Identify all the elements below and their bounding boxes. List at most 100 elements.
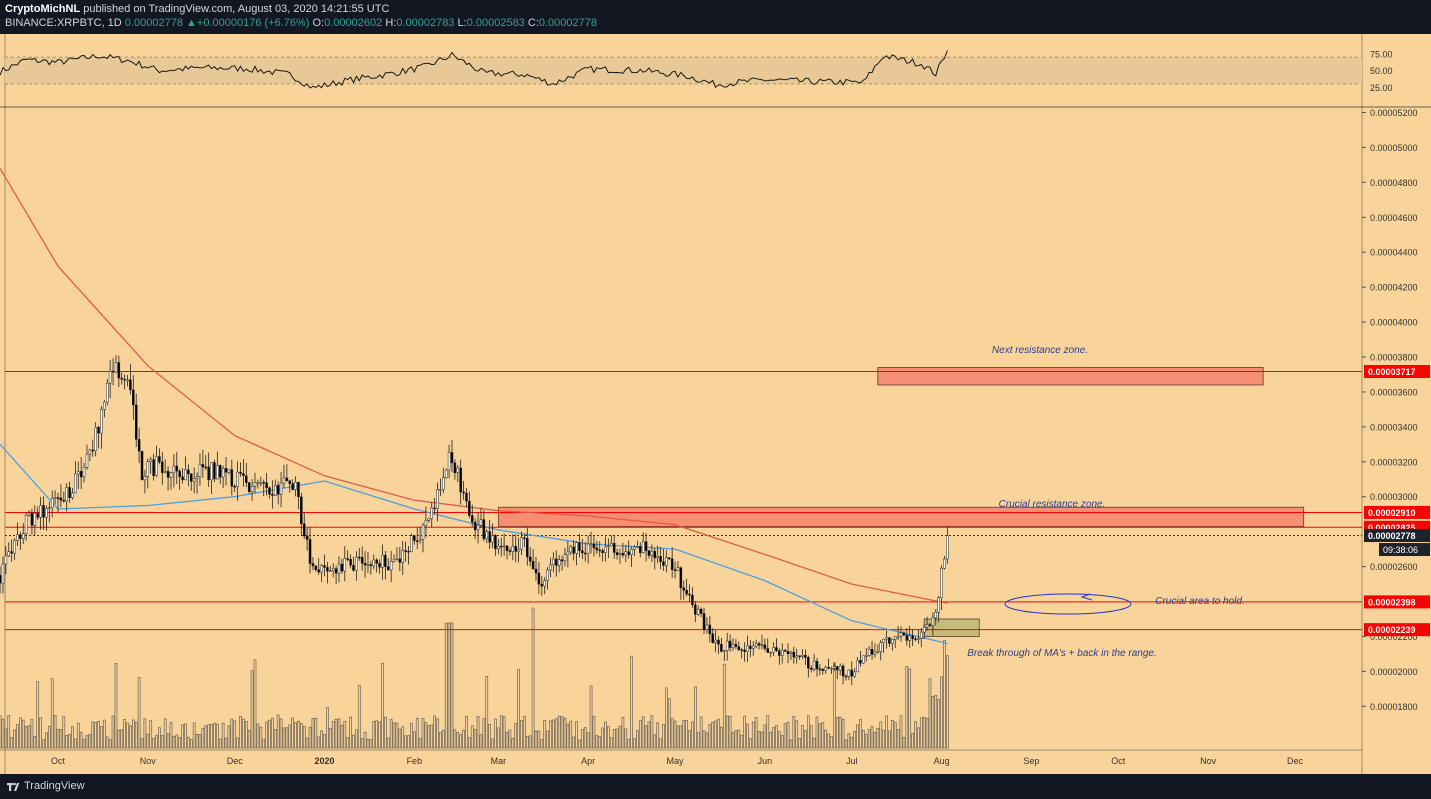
volume-bar: [299, 723, 303, 749]
volume-bar: [268, 719, 271, 749]
candle-body: [77, 471, 80, 475]
candle-body: [294, 481, 297, 490]
close-label: C:: [527, 17, 539, 29]
candle-body: [53, 497, 57, 499]
volume-bar: [441, 729, 445, 749]
candle-body: [221, 468, 225, 478]
candle-body: [827, 667, 830, 669]
volume-bar: [609, 737, 613, 749]
candle-body: [702, 613, 706, 630]
candle-body: [456, 467, 460, 474]
next-resistance-zone: [877, 367, 1264, 386]
crucial-resistance-zone: [497, 506, 1305, 527]
candle-body: [824, 667, 827, 671]
price-tick-label: 0.00003600: [1370, 387, 1418, 397]
volume-bar: [91, 721, 95, 749]
candle-body: [366, 564, 370, 566]
volume-bar: [607, 726, 610, 749]
volume-bar: [523, 715, 526, 749]
price-level-tag-label: 0.00002910: [1368, 508, 1416, 518]
volume-bar: [56, 728, 60, 749]
candle-body: [0, 575, 2, 584]
chart-header: CryptoMichNL published on TradingView.co…: [0, 0, 1431, 34]
candle-body: [256, 482, 260, 484]
candle-body: [433, 507, 436, 510]
candle-body: [91, 449, 95, 452]
volume-bar: [366, 738, 370, 749]
candle-body: [607, 545, 610, 548]
candle-body: [688, 593, 691, 596]
time-tick-label: Oct: [1111, 756, 1126, 766]
volume-bar: [74, 738, 77, 749]
candle-body: [39, 505, 42, 518]
candle-body: [436, 489, 439, 509]
price-tick-label: 0.00004200: [1370, 283, 1418, 293]
volume-bar: [224, 737, 228, 749]
price-chart[interactable]: Next resistance zone. Crucial resistance …: [0, 34, 1431, 774]
volume-bar: [291, 717, 295, 749]
volume-bar: [557, 715, 561, 749]
price-level-tag-label: 0.00002239: [1368, 625, 1416, 635]
candle-body: [129, 379, 132, 391]
candle-body: [169, 472, 173, 478]
volume-bar: [383, 716, 387, 749]
volume-bar: [696, 732, 700, 749]
volume-bar: [314, 717, 318, 749]
time-tick-label: Nov: [1200, 756, 1217, 766]
volume-bar: [749, 738, 752, 749]
tradingview-logo[interactable]: TradingView: [6, 779, 85, 793]
current-price-tag-label: 0.00002778: [1368, 531, 1416, 541]
volume-bar: [552, 719, 555, 749]
candle-body: [245, 475, 248, 483]
low-label: L:: [457, 17, 467, 29]
volume-bar: [746, 723, 749, 749]
volume-bar: [27, 725, 31, 749]
candle-body: [711, 633, 714, 644]
candle-body: [395, 558, 399, 561]
volume-bar: [508, 729, 512, 749]
annotation-text: Next resistance zone.: [992, 345, 1088, 356]
candle-body: [922, 626, 926, 633]
candle-body: [786, 651, 790, 654]
volume-bar: [795, 720, 799, 749]
author-name[interactable]: CryptoMichNL: [5, 3, 81, 15]
candle-body: [314, 565, 318, 571]
volume-bar: [804, 730, 807, 749]
candle-body: [421, 524, 425, 540]
volume-bar: [833, 662, 836, 749]
candle-body: [723, 650, 726, 652]
candle-body: [398, 558, 402, 563]
ohlc-line: BINANCE:XRPBTC, 1D 0.00002778 ▲+0.000001…: [5, 17, 597, 29]
volume-bar: [659, 738, 662, 749]
volume-bar: [294, 722, 297, 749]
candle-body: [769, 651, 772, 654]
candle-body: [140, 450, 144, 481]
symbol-label[interactable]: BINANCE:XRPBTC, 1D: [5, 17, 122, 29]
volume-bar: [496, 727, 500, 749]
candle-body: [471, 515, 474, 523]
candle-body: [818, 668, 822, 671]
candle-body: [207, 466, 210, 481]
volume-bar: [39, 717, 42, 749]
candle-body: [447, 452, 451, 471]
volume-bar: [381, 662, 384, 749]
volume-bar: [236, 737, 239, 749]
candle-body: [850, 669, 854, 677]
volume-bar: [450, 622, 454, 749]
candle-body: [352, 564, 355, 571]
volume-bar: [705, 732, 709, 749]
candle-body: [413, 535, 416, 541]
volume-bar: [656, 722, 660, 749]
candle-body: [166, 471, 170, 478]
price-tick-label: 0.00004800: [1370, 178, 1418, 188]
volume-bar: [239, 716, 242, 749]
volume-bar: [798, 737, 801, 749]
volume-bar: [789, 739, 793, 749]
candle-body: [485, 531, 489, 540]
chart-area[interactable]: Next resistance zone. Crucial resistance …: [0, 34, 1431, 774]
time-tick-label: Dec: [1287, 756, 1304, 766]
candle-body: [155, 456, 158, 476]
candle-body: [676, 567, 680, 571]
volume-bar: [786, 721, 790, 749]
volume-bar: [627, 738, 631, 749]
